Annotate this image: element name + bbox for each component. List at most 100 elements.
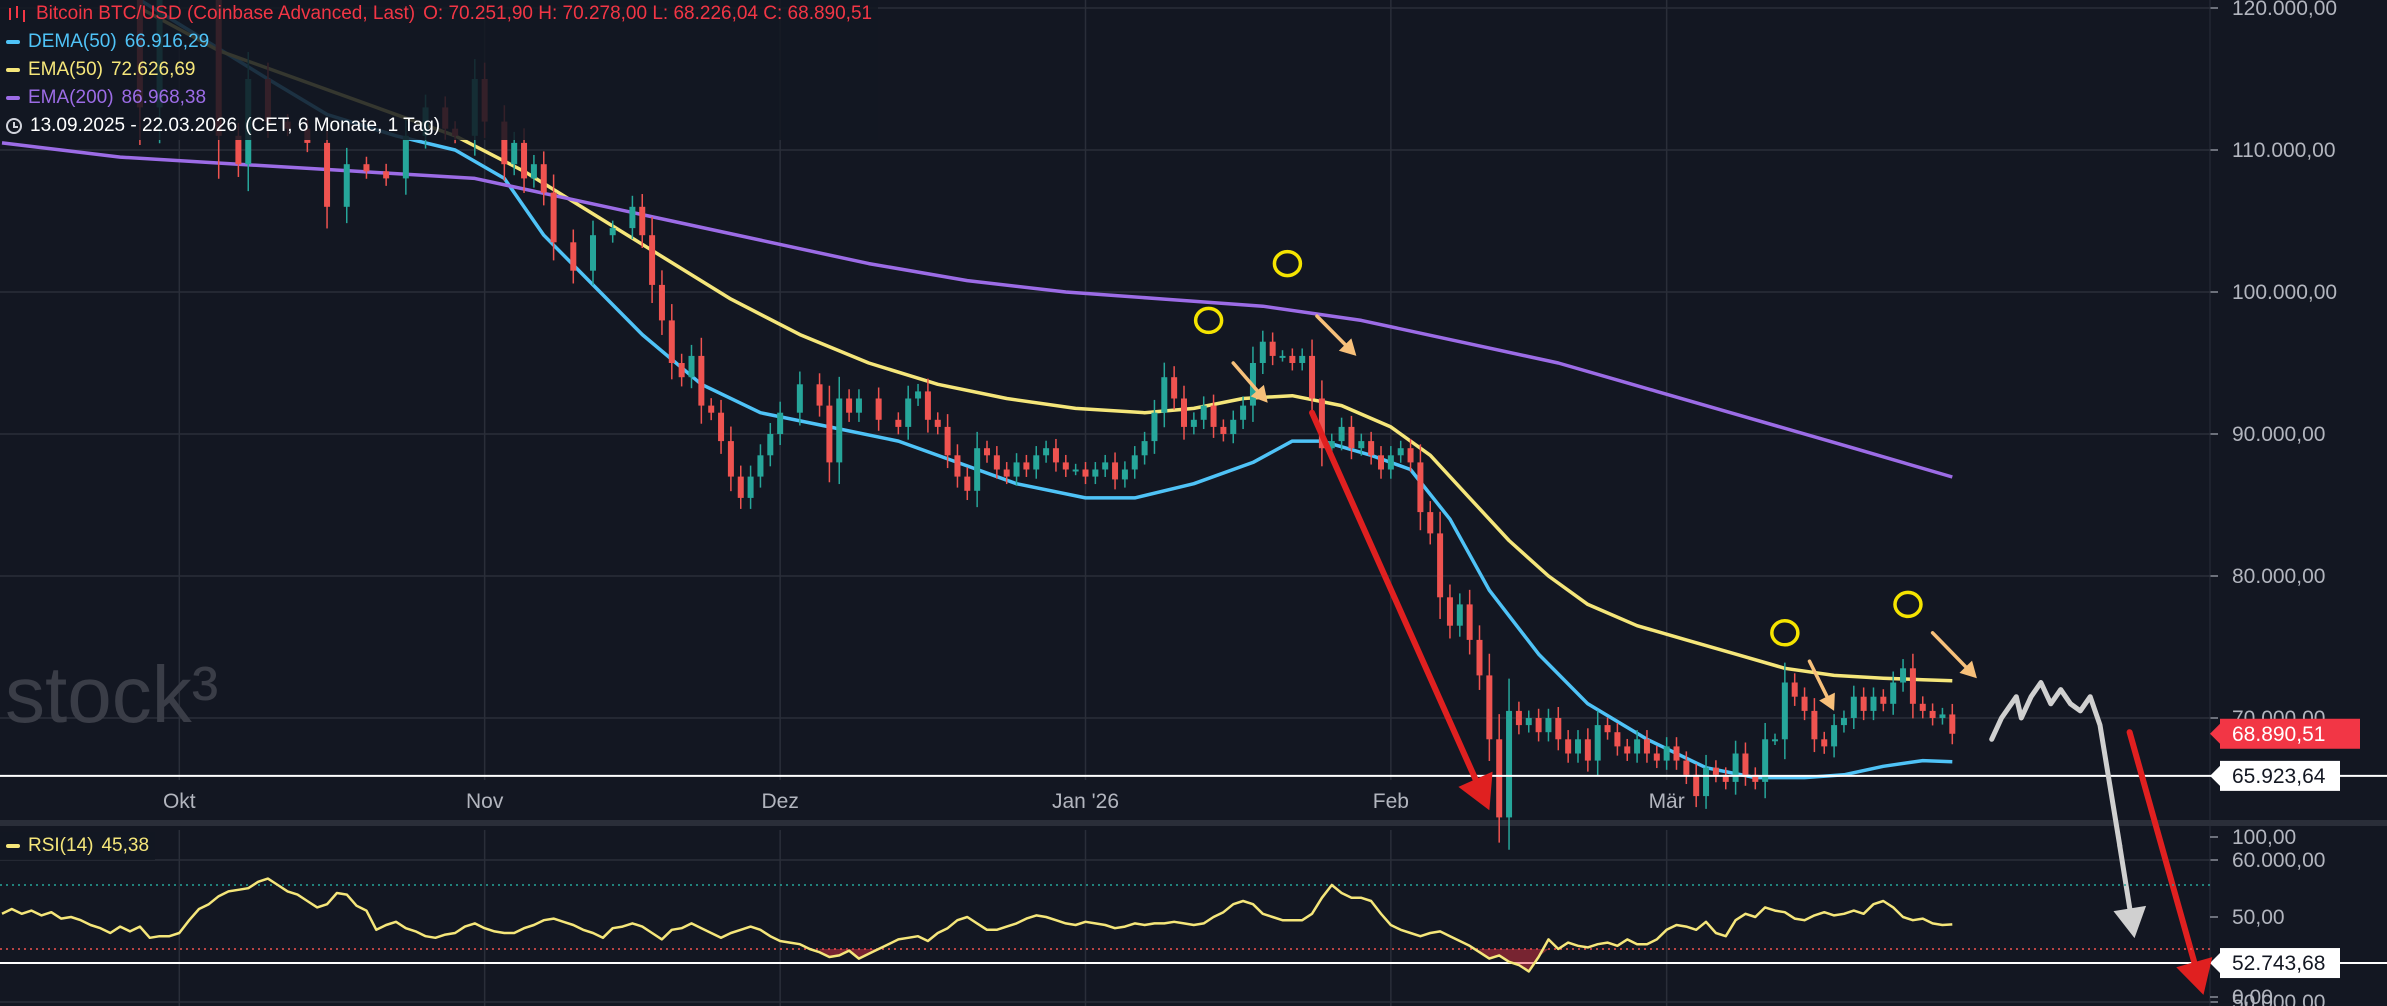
candle[interactable]: [1200, 405, 1207, 420]
candle[interactable]: [1328, 441, 1335, 449]
candle[interactable]: [1240, 405, 1247, 420]
candle[interactable]: [1121, 469, 1128, 480]
candle[interactable]: [1575, 739, 1581, 754]
indicator-row-ema50[interactable]: EMA(50) 72.626,69: [0, 56, 879, 84]
candle[interactable]: [1476, 639, 1483, 676]
candle[interactable]: [590, 235, 596, 271]
candle[interactable]: [1703, 767, 1710, 797]
candle[interactable]: [1151, 412, 1158, 442]
annotation-small-arrow[interactable]: [1315, 314, 1347, 347]
candle[interactable]: [1624, 746, 1631, 754]
candle[interactable]: [1840, 718, 1847, 726]
candle[interactable]: [1033, 455, 1040, 470]
candle[interactable]: [324, 142, 331, 207]
candle[interactable]: [1506, 710, 1513, 818]
candle[interactable]: [1683, 760, 1690, 775]
candle[interactable]: [1446, 597, 1453, 626]
candle[interactable]: [1161, 377, 1168, 413]
candle[interactable]: [1210, 405, 1217, 427]
candle[interactable]: [747, 476, 754, 498]
candle[interactable]: [1062, 462, 1069, 470]
candle[interactable]: [816, 384, 823, 406]
candle[interactable]: [658, 284, 665, 321]
candle[interactable]: [1565, 739, 1572, 754]
candle[interactable]: [1732, 753, 1739, 782]
candle[interactable]: [1417, 462, 1424, 513]
candle[interactable]: [668, 320, 675, 363]
annotation-small-arrow[interactable]: [1231, 361, 1259, 393]
candle[interactable]: [698, 355, 705, 406]
candle[interactable]: [1791, 682, 1798, 697]
candle[interactable]: [1407, 448, 1414, 463]
candle[interactable]: [530, 164, 537, 179]
candle[interactable]: [402, 135, 409, 179]
candle[interactable]: [1870, 696, 1877, 711]
candle[interactable]: [1722, 774, 1729, 782]
candle[interactable]: [1397, 448, 1404, 456]
candle[interactable]: [1456, 604, 1463, 626]
candle[interactable]: [974, 448, 981, 491]
candle[interactable]: [1643, 739, 1650, 754]
candle[interactable]: [1742, 753, 1749, 775]
candle[interactable]: [1604, 725, 1611, 733]
candle[interactable]: [1171, 377, 1178, 399]
candle[interactable]: [924, 391, 931, 420]
candle[interactable]: [1762, 739, 1769, 782]
candle[interactable]: [1929, 710, 1936, 718]
candle[interactable]: [383, 171, 390, 179]
candle[interactable]: [570, 242, 577, 271]
candle[interactable]: [875, 398, 882, 420]
candle[interactable]: [855, 398, 862, 413]
candle[interactable]: [944, 426, 951, 456]
candle[interactable]: [757, 455, 764, 477]
candle[interactable]: [1003, 469, 1010, 477]
indicator-row-ema200[interactable]: EMA(200) 86.968,38: [0, 84, 879, 112]
candle[interactable]: [1072, 469, 1079, 472]
candle[interactable]: [1318, 398, 1325, 449]
candle[interactable]: [511, 142, 518, 165]
candle[interactable]: [343, 164, 350, 207]
candle[interactable]: [678, 363, 685, 378]
candle[interactable]: [1131, 455, 1138, 470]
candle[interactable]: [1259, 341, 1266, 363]
candle[interactable]: [1584, 739, 1591, 761]
candle[interactable]: [1466, 604, 1473, 640]
candle[interactable]: [1712, 767, 1719, 775]
candle[interactable]: [1279, 355, 1286, 358]
symbol-title[interactable]: Bitcoin BTC/USD (Coinbase Advanced, Last…: [36, 3, 416, 24]
annotation-small-arrow[interactable]: [1930, 631, 1968, 669]
candle[interactable]: [767, 434, 774, 456]
candle[interactable]: [1289, 355, 1296, 363]
candle[interactable]: [1821, 739, 1828, 747]
candle[interactable]: [1693, 774, 1700, 797]
candle[interactable]: [1594, 725, 1601, 761]
candle[interactable]: [1043, 448, 1050, 456]
candle[interactable]: [1752, 774, 1759, 782]
candle[interactable]: [964, 476, 971, 491]
candle[interactable]: [1190, 419, 1197, 427]
candle[interactable]: [826, 405, 833, 463]
candle[interactable]: [954, 455, 961, 477]
candle[interactable]: [1831, 725, 1838, 747]
candle[interactable]: [1141, 441, 1148, 456]
candle[interactable]: [727, 441, 734, 477]
candle[interactable]: [934, 419, 941, 427]
candle[interactable]: [1181, 398, 1187, 427]
candle[interactable]: [984, 448, 990, 456]
candle[interactable]: [1880, 696, 1887, 704]
annotation-small-arrow[interactable]: [1807, 659, 1829, 699]
candle[interactable]: [796, 384, 803, 413]
candle[interactable]: [540, 164, 547, 193]
annotation-circle[interactable]: [1193, 306, 1224, 335]
indicator-row-dema[interactable]: DEMA(50) 66.916,29: [0, 28, 879, 56]
candle[interactable]: [1378, 455, 1384, 470]
candle[interactable]: [1102, 462, 1109, 470]
candle[interactable]: [993, 455, 1000, 470]
candle[interactable]: [1437, 533, 1444, 598]
pane-separator[interactable]: [0, 820, 2387, 826]
candle[interactable]: [235, 135, 242, 165]
annotation-down-arrow[interactable]: [1309, 409, 1479, 783]
candle[interactable]: [639, 206, 646, 236]
annotation-circle[interactable]: [1770, 619, 1800, 647]
